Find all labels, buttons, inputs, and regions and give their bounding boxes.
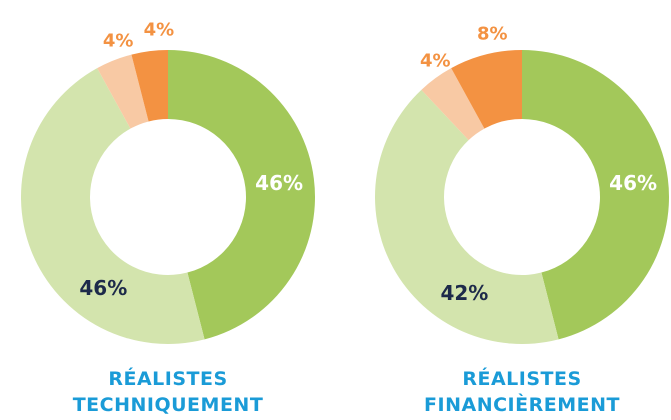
donut-segment <box>97 54 149 129</box>
data-label: 4% <box>419 50 451 72</box>
data-label: 4% <box>102 30 134 52</box>
data-label: 8% <box>476 23 508 45</box>
data-label: 46% <box>255 170 304 195</box>
donut-segment <box>20 68 205 344</box>
donut-segment <box>421 68 485 141</box>
data-label: 46% <box>79 276 128 301</box>
chart-title: RÉALISTES FINANCIÈREMENT <box>424 368 620 416</box>
chart-title: RÉALISTES TECHNIQUEMENT <box>72 368 264 416</box>
donut-segment <box>451 50 522 129</box>
donut-segment <box>522 50 669 340</box>
data-label: 42% <box>440 281 489 306</box>
donut-segment <box>375 89 559 344</box>
donut-segment <box>131 50 168 122</box>
data-label: 46% <box>609 170 658 195</box>
data-label: 4% <box>143 19 175 41</box>
donut-segment <box>168 50 315 340</box>
